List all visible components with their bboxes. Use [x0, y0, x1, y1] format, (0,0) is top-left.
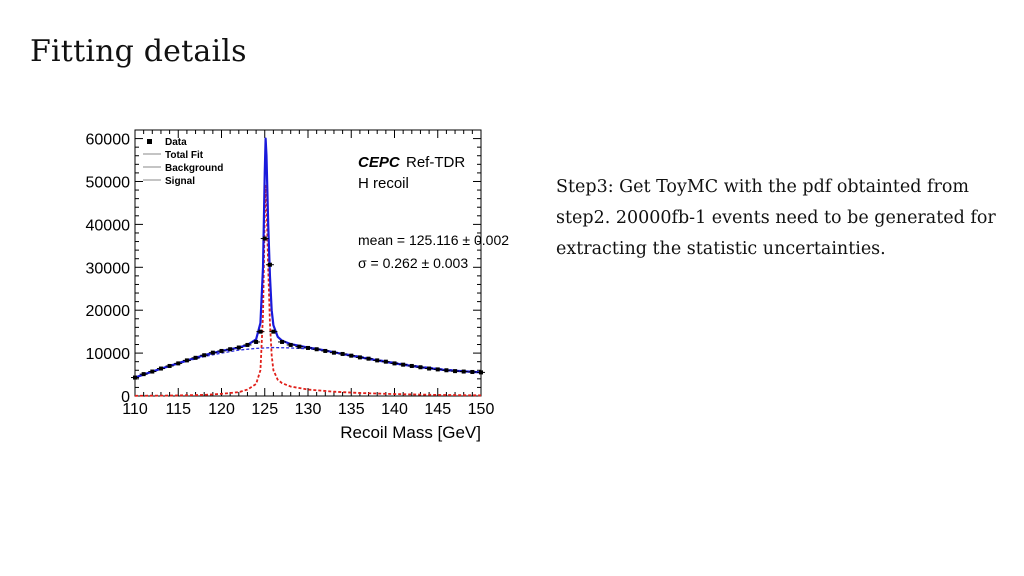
data-point — [158, 366, 163, 371]
x-axis-title: Recoil Mass [GeV] — [340, 423, 481, 442]
data-point — [288, 342, 293, 347]
y-tick-label: 10000 — [86, 346, 131, 363]
data-point — [470, 369, 475, 374]
y-tick-label: 40000 — [86, 217, 131, 234]
data-point — [409, 363, 414, 368]
data-point — [228, 347, 233, 352]
data-point — [418, 365, 423, 370]
x-tick-label: 120 — [208, 401, 235, 418]
data-point — [306, 345, 310, 350]
y-tick-label: 50000 — [86, 174, 131, 191]
brand-label: CEPC — [358, 154, 401, 171]
data-point — [141, 372, 146, 377]
legend-label-data: Data — [165, 137, 187, 148]
data-point — [262, 236, 267, 241]
chart-subtitle: H recoil — [358, 175, 409, 192]
signal-curve — [134, 184, 482, 397]
data-point — [357, 355, 362, 360]
data-point — [427, 366, 432, 371]
data-point — [375, 358, 380, 363]
mean-annotation: mean = 125.116 ± 0.002 — [358, 232, 509, 248]
data-point — [314, 347, 319, 352]
data-point — [340, 351, 345, 356]
data-point — [392, 361, 397, 366]
data-point — [383, 359, 388, 364]
data-point — [236, 345, 241, 350]
chart-container: 110 115 120 125 130 135 140 145 150 0 10000 20000 30… — [60, 120, 540, 460]
data-point — [267, 262, 272, 267]
y-tick-label: 0 — [121, 389, 130, 406]
x-tick-label: 115 — [165, 401, 191, 418]
data-point — [176, 361, 181, 366]
data-point — [453, 369, 458, 374]
legend-label-background: Background — [165, 163, 223, 174]
data-point — [461, 369, 466, 374]
y-tick-label: 30000 — [86, 260, 131, 277]
y-tick-label: 20000 — [86, 303, 131, 320]
data-point — [271, 329, 276, 334]
data-point — [184, 358, 189, 363]
background-curve — [134, 346, 482, 379]
legend-data-marker — [147, 139, 152, 144]
x-tick-label: 140 — [381, 401, 408, 418]
data-point — [297, 344, 302, 349]
data-point — [210, 350, 215, 355]
legend-label-total-fit: Total Fit — [165, 150, 204, 161]
data-point — [479, 370, 483, 375]
data-point — [150, 369, 155, 374]
x-tick-label: 125 — [251, 401, 278, 418]
slide-body-text: Step3: Get ToyMC with the pdf obtainted … — [556, 177, 996, 259]
data-point — [258, 329, 263, 334]
x-tick-label: 150 — [468, 401, 495, 418]
data-point — [435, 367, 440, 372]
data-point — [193, 355, 198, 360]
x-tick-label: 110 — [122, 401, 148, 418]
data-point — [133, 375, 137, 380]
data-point — [202, 353, 207, 358]
x-tick-label: 135 — [338, 401, 365, 418]
data-point — [401, 362, 406, 367]
data-point — [280, 339, 285, 344]
data-point — [219, 348, 224, 353]
data-point — [331, 350, 336, 355]
data-point — [349, 353, 354, 358]
data-point — [245, 342, 250, 347]
data-point — [444, 368, 449, 373]
sigma-annotation: σ = 0.262 ± 0.003 — [358, 255, 468, 271]
legend-label-signal: Signal — [165, 176, 195, 187]
x-tick-label: 130 — [295, 401, 322, 418]
brand-suffix-label: Ref-TDR — [406, 154, 465, 171]
data-point — [323, 348, 328, 353]
x-tick-label: 145 — [424, 401, 451, 418]
slide-title: Fitting details — [30, 34, 247, 69]
y-tick-label: 60000 — [86, 132, 131, 149]
recoil-mass-chart: 110 115 120 125 130 135 140 145 150 0 10000 20000 30… — [86, 129, 509, 442]
data-point — [167, 363, 172, 368]
data-point — [254, 339, 259, 344]
data-point — [366, 356, 371, 361]
